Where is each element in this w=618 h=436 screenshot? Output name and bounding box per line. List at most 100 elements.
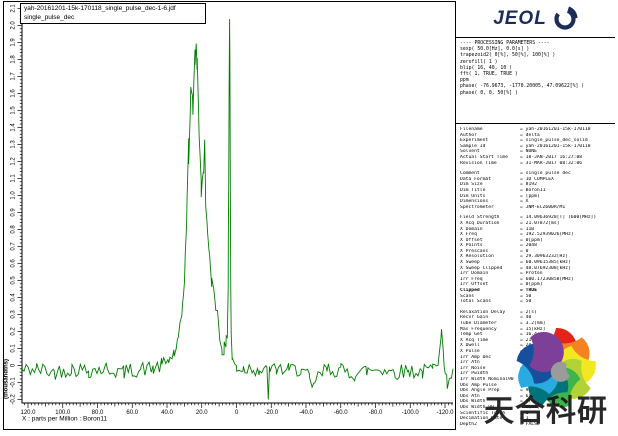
processing-parameter-line: blip( 16, 40, 10 ) [460, 65, 512, 71]
parameter-value: = yah-20161201-15k-170118 [520, 143, 591, 149]
y-tick-label: 0.4 [11, 293, 17, 302]
parameter-row: Tube Diameter = 3.2[mm] [460, 321, 611, 327]
parameter-value: = 50 [520, 299, 532, 305]
processing-parameter-line: phase( 0, 0, 50[%] ) [460, 90, 518, 96]
parameter-label: X Pulse [460, 348, 480, 354]
x-tick-label: 40.0 [161, 410, 173, 416]
parameter-label: Actual Start Time [460, 154, 508, 160]
y-tick-label: 2.0 [11, 21, 17, 30]
parameter-value: = 29.30963232[Hz] [520, 254, 568, 260]
parameter-group: Filename = yah-20161201-15k-170118 Author =… [460, 127, 611, 166]
parameter-value: = 3.2[mm] [520, 321, 546, 326]
parameter-label: Dimensions [460, 199, 489, 205]
parameter-row: Mas Frequency = 15[kHz] [460, 327, 611, 333]
parameter-row: Clipped = TRUE [460, 288, 611, 294]
nmr-spectrum-line [21, 18, 454, 400]
parameter-value: = 1D COMPLEX [520, 176, 554, 182]
y-tick-label: 1.5 [11, 106, 17, 115]
parameter-label: Irr Freq [460, 276, 483, 282]
parameter-label: Data Format [460, 176, 492, 182]
watermark-text: 天合科研 [484, 395, 608, 428]
parameter-value: = 2048 [520, 243, 537, 249]
parameter-label: Comment [460, 171, 480, 177]
parameter-row: Depth2 = FALSE [460, 422, 611, 428]
parameter-row: X Domain = 11B [460, 227, 611, 233]
y-tick-label: 0.7 [11, 242, 17, 251]
spectrum-filename: yah-20161201-15k-170118_single_pulse_dec… [24, 5, 176, 12]
parameter-value: = 15[kHz] [520, 326, 546, 332]
parameter-value: = 50 [520, 293, 532, 299]
y-tick-label: 0.2 [11, 327, 17, 336]
parameter-label: X Acq Duration [460, 220, 500, 226]
parameter-label: Irr Atn [460, 360, 480, 366]
parameter-row: Recvr Gain = 40 [460, 315, 611, 321]
parameter-value: = 0[ppm] [520, 237, 543, 243]
parameter-value: = Proton [520, 271, 543, 277]
y-tick-label: 0.8 [11, 225, 17, 234]
parameter-label: Scientific Touch [460, 410, 506, 416]
x-tick-label: -40.0 [299, 410, 313, 416]
parameter-row: Filename = yah-20161201-15k-170118 [460, 127, 611, 133]
parameter-row: Obs Width 90 = 6[us] [460, 405, 611, 411]
parameter-row: Data Format = 1D COMPLEX [460, 177, 611, 183]
parameter-value: = X [520, 199, 529, 205]
y-tick-label: 1.9 [11, 38, 17, 47]
parameter-value: = 6[us] [520, 399, 540, 405]
parameter-row: X Acq Duration = 21.07872[ms] [460, 221, 611, 227]
parameter-label: X Offset [460, 237, 483, 243]
parameter-value: = 0 [520, 248, 529, 254]
parameter-value: = [ppm] [520, 193, 540, 199]
parameter-value: = 1 [520, 410, 529, 416]
parameter-label: X Points [460, 243, 483, 249]
y-tick-label: 0.5 [11, 276, 17, 285]
parameter-value: = 6[us] [520, 404, 540, 410]
parameter-value: = 8192 [520, 182, 537, 188]
y-tick-label: -0.2 [11, 394, 17, 405]
parameter-label: Tube Diameter [460, 321, 497, 326]
y-tick-label: 1.4 [10, 123, 16, 132]
processing-parameters-box: ---- PROCESSING PARAMETERS ---- sexp( 50.… [456, 38, 615, 124]
parameter-label: Obs Width [460, 399, 486, 405]
parameter-value: = single_pulse_dec_solid [520, 138, 588, 144]
parameter-label: X Domain [460, 226, 483, 232]
parameter-label: Depth2 [460, 421, 477, 427]
parameter-label: Irr Offset [460, 282, 489, 288]
parameter-value: = 0[ppm] [520, 282, 543, 288]
processing-parameter-line: fft( 1, TRUE, TRUE ) [460, 72, 518, 78]
parameter-row: X Points = 2048 [460, 243, 611, 249]
parameter-label: X Prescans [460, 248, 489, 254]
x-tick-label: -120.0 [436, 410, 454, 416]
parameter-value: = Boron11 [520, 187, 546, 193]
x-tick-label: -60.0 [334, 410, 348, 416]
spectrum-plot-area[interactable]: X : parts per Million : Boron11 (thousan… [0, 0, 455, 436]
parameter-label: Dim Units [460, 193, 486, 199]
parameter-label: Recvr Gain [460, 315, 489, 321]
parameter-value: = 40 [520, 315, 532, 321]
parameter-row: Dim Size = 8192 [460, 182, 611, 188]
y-tick-label: 1.0 [11, 191, 17, 200]
parameter-row: X Offset = 0[ppm] [460, 238, 611, 244]
parameter-label: Solvent [460, 149, 480, 155]
parameter-row: Sample Id = yah-20161201-15k-170118 [460, 144, 611, 150]
parameter-row: Irr Freq = 600.17230858[MHz] [460, 277, 611, 283]
parameter-row: Scientific Touch = 1 [460, 411, 611, 417]
parameter-row: X Freq = 192.52939026[MHz] [460, 232, 611, 238]
y-tick-label: 2.1 [11, 4, 17, 13]
parameter-label: Clipped [460, 288, 480, 294]
processing-parameter-line: trapezoid2( 0[%], 50[%], 100[%] ) [460, 53, 556, 59]
y-tick-label: 1.7 [11, 72, 17, 81]
jeol-logo: JEOL [456, 1, 615, 38]
parameter-label: Temp Get [460, 332, 483, 338]
parameter-row: Obs Width = 6[us] [460, 399, 611, 405]
parameter-row: Actual Start Time = 18-JAN-2017 16:27:08 [460, 155, 611, 161]
x-tick-label: -80.0 [369, 410, 383, 416]
parameter-row: Relaxation Delay = 2[s] [460, 310, 611, 316]
title-box: yah-20161201-15k-170118_single_pulse_dec… [20, 3, 206, 24]
parameter-value: = TRUE [520, 288, 537, 294]
parameter-row: Scans = 50 [460, 294, 611, 300]
spectrum-trace [21, 18, 454, 400]
x-tick-label: 20.0 [196, 410, 208, 416]
pinwheel-center-swirl [550, 361, 570, 382]
x-tick-label: -100.0 [402, 410, 420, 416]
